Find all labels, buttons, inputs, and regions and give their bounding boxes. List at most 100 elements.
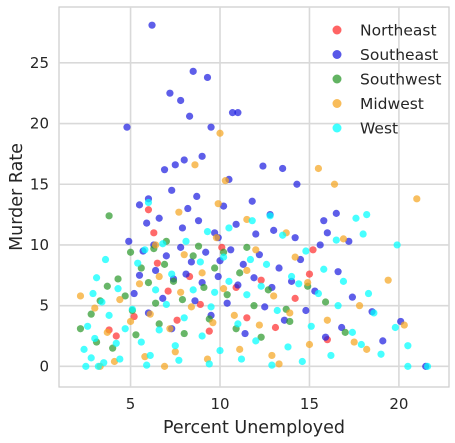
data-point <box>182 270 190 278</box>
data-point <box>302 306 310 315</box>
data-point <box>370 309 378 317</box>
data-points <box>76 21 432 370</box>
data-point <box>212 234 221 242</box>
data-point <box>175 208 183 216</box>
data-point <box>219 202 228 210</box>
data-point <box>209 319 217 327</box>
data-point <box>321 333 330 341</box>
data-point <box>180 314 188 322</box>
data-point <box>284 343 292 351</box>
data-point <box>198 152 206 160</box>
data-point <box>203 73 212 82</box>
plot-area <box>58 6 450 388</box>
data-point <box>89 289 97 298</box>
data-point <box>135 280 144 288</box>
data-point <box>404 362 412 370</box>
data-point <box>116 355 124 363</box>
data-point <box>413 195 421 203</box>
data-point <box>364 289 373 298</box>
data-point <box>314 289 323 298</box>
data-point <box>323 316 331 324</box>
data-point <box>141 353 149 361</box>
y-tick-label: 10 <box>30 236 49 254</box>
data-point <box>180 329 188 338</box>
data-point <box>152 286 160 294</box>
data-point <box>148 21 156 29</box>
data-point <box>250 274 258 282</box>
data-point <box>116 295 124 304</box>
data-point <box>196 258 204 266</box>
data-point <box>352 214 360 222</box>
data-point <box>239 260 247 268</box>
data-point <box>246 255 255 264</box>
data-point <box>180 156 188 164</box>
data-point <box>379 337 387 345</box>
data-point <box>173 316 181 324</box>
data-point <box>126 248 135 256</box>
data-point <box>160 260 169 268</box>
data-point <box>178 224 187 232</box>
data-point <box>196 300 204 309</box>
data-point <box>189 252 197 260</box>
y-tick-label: 25 <box>30 54 49 72</box>
data-point <box>98 298 106 306</box>
data-point <box>320 265 328 273</box>
data-point <box>189 67 197 75</box>
data-point <box>198 269 206 277</box>
data-point <box>194 217 203 225</box>
data-point <box>100 359 108 367</box>
data-point <box>123 123 131 131</box>
data-point <box>182 237 190 245</box>
data-point <box>266 212 274 220</box>
data-point <box>175 356 183 364</box>
data-point <box>232 220 240 228</box>
data-point <box>121 325 129 333</box>
data-point <box>307 322 315 330</box>
data-point <box>348 293 356 301</box>
data-point <box>207 303 215 311</box>
data-point <box>341 328 349 336</box>
data-point <box>159 240 167 248</box>
data-point <box>137 338 145 346</box>
series-west <box>80 198 432 370</box>
data-point <box>243 291 251 299</box>
data-point <box>243 314 251 322</box>
data-point <box>162 252 170 260</box>
data-point <box>162 300 170 309</box>
data-point <box>237 355 246 363</box>
data-point <box>105 311 113 319</box>
data-point <box>314 164 323 173</box>
data-point <box>286 309 294 317</box>
data-point <box>166 325 174 333</box>
data-point <box>243 266 251 275</box>
data-point <box>316 241 324 249</box>
data-point <box>101 255 110 264</box>
data-point <box>257 276 265 284</box>
data-point <box>225 224 233 232</box>
data-point <box>103 282 111 290</box>
data-point <box>135 271 144 279</box>
data-point <box>320 217 328 225</box>
y-tick-label: 0 <box>39 357 49 375</box>
data-point <box>91 304 99 312</box>
x-tick-label: 20 <box>389 395 408 413</box>
y-tick-label: 5 <box>39 297 49 315</box>
legend-label: West <box>360 120 398 138</box>
data-point <box>391 323 399 332</box>
legend-marker <box>332 25 342 35</box>
data-point <box>332 236 340 244</box>
data-point <box>279 231 287 239</box>
data-point <box>193 192 201 200</box>
data-point <box>423 362 432 370</box>
data-point <box>279 164 287 173</box>
legend-marker <box>332 123 342 133</box>
data-point <box>144 278 153 287</box>
data-point <box>155 320 163 328</box>
data-point <box>384 276 392 284</box>
data-point <box>345 237 353 245</box>
data-point <box>216 129 224 137</box>
data-point <box>110 357 119 366</box>
data-point <box>291 234 299 242</box>
data-point <box>76 325 85 333</box>
y-axis-label: Murder Rate <box>7 143 27 251</box>
